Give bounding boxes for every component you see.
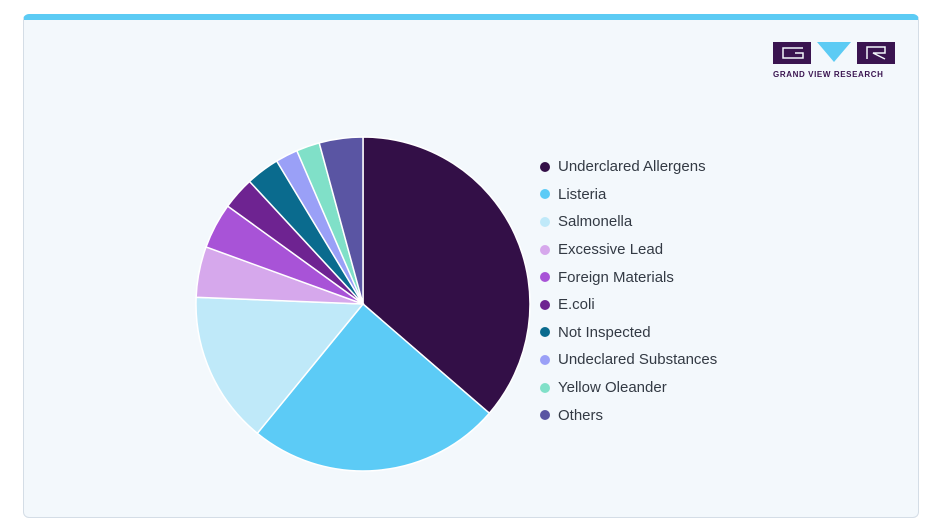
legend-swatch — [540, 410, 550, 421]
legend-item-not-inspected[interactable]: Not Inspected — [540, 319, 717, 347]
chart-legend: Underclared Allergens Listeria Salmonella E… — [540, 153, 717, 429]
legend-swatch — [540, 244, 550, 255]
legend-swatch — [540, 272, 550, 283]
legend-label: Yellow Oleander — [558, 379, 667, 397]
legend-swatch — [540, 354, 550, 365]
legend-item-yellow-oleander[interactable]: Yellow Oleander — [540, 374, 717, 402]
legend-label: Excessive Lead — [558, 241, 664, 259]
legend-item-listeria[interactable]: Listeria — [540, 181, 717, 209]
legend-swatch — [540, 382, 550, 393]
legend-label: Salmonella — [558, 213, 633, 231]
legend-swatch — [540, 189, 550, 200]
pie-slice-underclared-allergens[interactable] — [362, 136, 531, 415]
legend-item-undeclared-substances[interactable]: Undeclared Substances — [540, 346, 717, 374]
legend-swatch — [540, 299, 550, 310]
legend-swatch — [540, 216, 550, 227]
legend-item-foreign-materials[interactable]: Foreign Materials — [540, 263, 717, 291]
legend-swatch — [540, 327, 550, 338]
brand-name: GRAND VIEW RESEARCH — [773, 70, 884, 79]
pie-slice-salmonella[interactable] — [195, 296, 365, 435]
legend-label: E.coli — [558, 296, 595, 314]
logo-v-icon — [817, 42, 851, 62]
legend-label: Listeria — [558, 185, 607, 203]
legend-item-e-coli[interactable]: E.coli — [540, 291, 717, 319]
legend-label: Others — [558, 406, 604, 424]
legend-label: Foreign Materials — [558, 268, 674, 286]
pie-slice-others[interactable] — [318, 136, 364, 305]
legend-label: Underclared Allergens — [558, 158, 706, 176]
legend-item-underclared-allergens[interactable]: Underclared Allergens — [540, 153, 717, 181]
legend-label: Not Inspected — [558, 323, 651, 341]
logo-r-icon — [857, 42, 895, 64]
pie-slice-listeria[interactable] — [256, 302, 491, 472]
logo-g-icon — [773, 42, 811, 64]
legend-item-excessive-lead[interactable]: Excessive Lead — [540, 236, 717, 264]
legend-item-salmonella[interactable]: Salmonella — [540, 208, 717, 236]
legend-swatch — [540, 161, 550, 172]
legend-item-others[interactable]: Others — [540, 401, 717, 429]
brand-logo: GRAND VIEW RESEARCH — [773, 42, 899, 79]
logo-mark — [773, 42, 899, 64]
legend-label: Undeclared Substances — [558, 351, 718, 369]
